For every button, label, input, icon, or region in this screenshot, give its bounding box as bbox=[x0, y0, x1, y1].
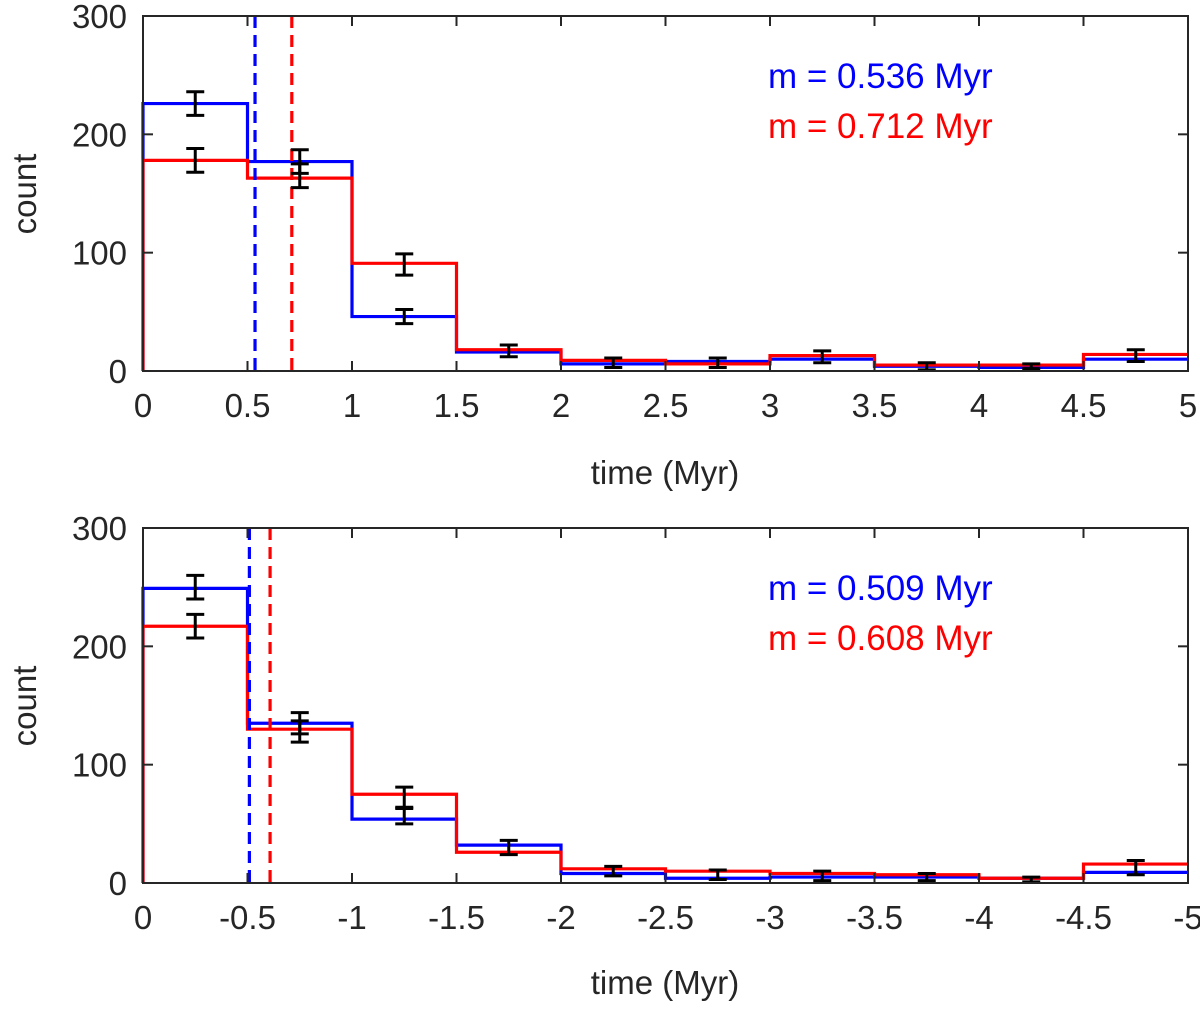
y-tick-label: 0 bbox=[109, 353, 127, 390]
x-tick-label: 3.5 bbox=[852, 387, 898, 424]
error-bar bbox=[708, 868, 727, 881]
error-bar bbox=[290, 719, 309, 744]
y-axis-label: count bbox=[6, 666, 43, 747]
error-bar bbox=[813, 349, 832, 365]
error-bar bbox=[395, 252, 414, 277]
x-tick-label: -3.5 bbox=[846, 899, 903, 936]
plot-area bbox=[141, 16, 1188, 372]
x-tick-label: 0 bbox=[134, 387, 152, 424]
y-tick-label: 200 bbox=[72, 628, 127, 665]
x-tick-label: 4 bbox=[970, 387, 988, 424]
error-bar bbox=[186, 573, 205, 601]
histogram-step-red bbox=[141, 624, 1188, 883]
legend-red-median: m = 0.712 Myr bbox=[768, 107, 993, 146]
x-tick-label: -4 bbox=[964, 899, 993, 936]
error-bar bbox=[1126, 859, 1145, 877]
legend-red-median: m = 0.608 Myr bbox=[768, 619, 993, 658]
x-tick-label: -1.5 bbox=[428, 899, 485, 936]
error-bar bbox=[395, 307, 414, 326]
axes-frame bbox=[142, 527, 1189, 884]
legend-blue-median: m = 0.536 Myr bbox=[768, 57, 993, 96]
x-tick-label: -1 bbox=[337, 899, 366, 936]
error-bar bbox=[604, 864, 623, 878]
error-bar bbox=[1126, 348, 1145, 364]
error-bar bbox=[604, 356, 623, 369]
error-bar bbox=[395, 785, 414, 810]
x-axis-label: time (Myr) bbox=[591, 964, 739, 1001]
bottom-histogram-panel: 0 -0.5 -1 -1.5 -2 -2.5 -3 -3.5 -4 -4.5 -5 0 100 200 30… bbox=[6, 510, 1200, 1001]
y-tick-label: 0 bbox=[109, 865, 127, 902]
axis-ticks: 0 0.5 1 1.5 2 2.5 3 3.5 4 4.5 5 0 100 200 300 bbox=[72, 0, 1197, 424]
axes-frame bbox=[142, 15, 1189, 372]
error-bar bbox=[499, 838, 518, 857]
x-tick-label: 1 bbox=[343, 387, 361, 424]
x-tick-label: -0.5 bbox=[219, 899, 276, 936]
x-tick-label: -2.5 bbox=[637, 899, 694, 936]
y-tick-label: 300 bbox=[72, 0, 127, 35]
x-tick-label: 3 bbox=[761, 387, 779, 424]
error-bar bbox=[1022, 875, 1041, 884]
x-tick-label: 1.5 bbox=[434, 387, 480, 424]
error-bar bbox=[813, 869, 832, 883]
y-axis-label: count bbox=[6, 154, 43, 235]
legend-blue-median: m = 0.509 Myr bbox=[768, 569, 993, 608]
error-bar bbox=[395, 805, 414, 826]
x-tick-label: 0 bbox=[134, 899, 152, 936]
y-tick-label: 100 bbox=[72, 235, 127, 272]
histogram-step-red bbox=[141, 158, 1188, 371]
y-tick-label: 200 bbox=[72, 116, 127, 153]
x-tick-label: -5 bbox=[1173, 899, 1200, 936]
x-axis-label: time (Myr) bbox=[591, 454, 739, 491]
error-bar bbox=[186, 612, 205, 640]
error-bar bbox=[708, 356, 727, 369]
error-bar bbox=[1022, 362, 1041, 371]
top-histogram-panel: 0 0.5 1 1.5 2 2.5 3 3.5 4 4.5 5 0 100 200 300 count ti… bbox=[6, 0, 1197, 491]
x-tick-label: 2 bbox=[552, 387, 570, 424]
x-tick-label: 5 bbox=[1179, 387, 1197, 424]
x-tick-label: -3 bbox=[755, 899, 784, 936]
error-bar bbox=[290, 162, 309, 190]
x-tick-label: 0.5 bbox=[225, 387, 271, 424]
error-bar bbox=[917, 872, 936, 883]
axis-ticks: 0 -0.5 -1 -1.5 -2 -2.5 -3 -3.5 -4 -4.5 -5 0 100 200 30… bbox=[72, 510, 1200, 936]
error-bar bbox=[917, 361, 936, 372]
histogram-step-blue bbox=[141, 101, 1188, 371]
error-bar bbox=[186, 90, 205, 117]
y-tick-label: 300 bbox=[72, 510, 127, 547]
error-bar bbox=[186, 147, 205, 174]
error-bar bbox=[499, 343, 518, 359]
x-tick-label: 4.5 bbox=[1061, 387, 1107, 424]
x-tick-label: 2.5 bbox=[643, 387, 689, 424]
plot-area bbox=[141, 528, 1188, 884]
y-tick-label: 100 bbox=[72, 747, 127, 784]
x-tick-label: -4.5 bbox=[1055, 899, 1112, 936]
x-tick-label: -2 bbox=[546, 899, 575, 936]
